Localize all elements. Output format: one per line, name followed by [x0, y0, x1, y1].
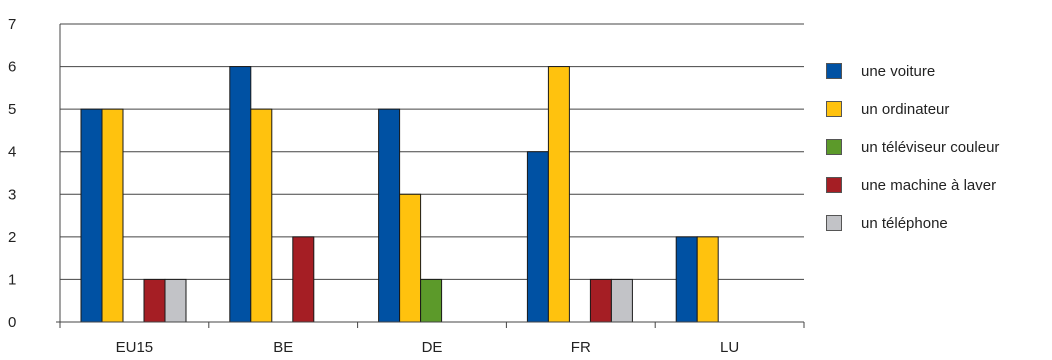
bar: [229, 66, 252, 323]
y-tick-label: 0: [8, 314, 16, 331]
legend-item: un téléphone: [826, 213, 948, 233]
gridlines: [60, 23, 804, 280]
bar: [101, 108, 124, 323]
y-tick-label: 3: [8, 186, 16, 203]
legend-item: un téléviseur couleur: [826, 137, 999, 157]
y-tick-label: 6: [8, 59, 16, 76]
legend-item: un ordinateur: [826, 99, 949, 119]
x-tick-label: DE: [422, 339, 443, 356]
legend-swatch: [826, 101, 842, 117]
legend-label: une voiture: [861, 62, 936, 80]
bar: [610, 278, 633, 323]
y-tick-label: 7: [8, 16, 16, 33]
y-tick-label: 4: [8, 144, 16, 161]
legend-swatch: [826, 139, 842, 155]
bar: [399, 193, 422, 323]
x-tick-label: BE: [273, 339, 293, 356]
bar: [420, 278, 443, 323]
x-axis-tick-labels: EU15 BE DE FR LU: [116, 339, 740, 356]
y-tick-label: 1: [8, 271, 16, 288]
x-tick-label: FR: [571, 339, 591, 356]
x-tick-label: EU15: [116, 339, 154, 356]
y-tick-label: 2: [8, 229, 16, 246]
legend-label: un téléphone: [861, 214, 948, 232]
y-tick-label: 5: [8, 101, 16, 118]
legend-swatch: [826, 215, 842, 231]
legend-label: une machine à laver: [861, 176, 997, 194]
legend-swatch: [826, 63, 842, 79]
legend-label: un téléviseur couleur: [861, 138, 1000, 156]
x-tick-label: LU: [720, 339, 739, 356]
legend-item: une machine à laver: [826, 175, 996, 195]
bar: [589, 278, 612, 323]
bar: [526, 151, 549, 323]
legend-swatch: [826, 177, 842, 193]
bar: [80, 108, 103, 323]
legend-label: un ordinateur: [861, 100, 950, 118]
bar: [378, 108, 401, 323]
legend-item: une voiture: [826, 61, 935, 81]
bar: [547, 66, 570, 323]
bars: [80, 66, 719, 323]
bar: [250, 108, 273, 323]
bar: [675, 236, 698, 323]
bar: [164, 278, 187, 323]
y-axis-tick-labels: 0 1 2 3 4 5 6 7: [8, 16, 16, 331]
axes: [56, 24, 805, 328]
bar: [143, 278, 166, 323]
bar: [292, 236, 315, 323]
bar: [696, 236, 719, 323]
